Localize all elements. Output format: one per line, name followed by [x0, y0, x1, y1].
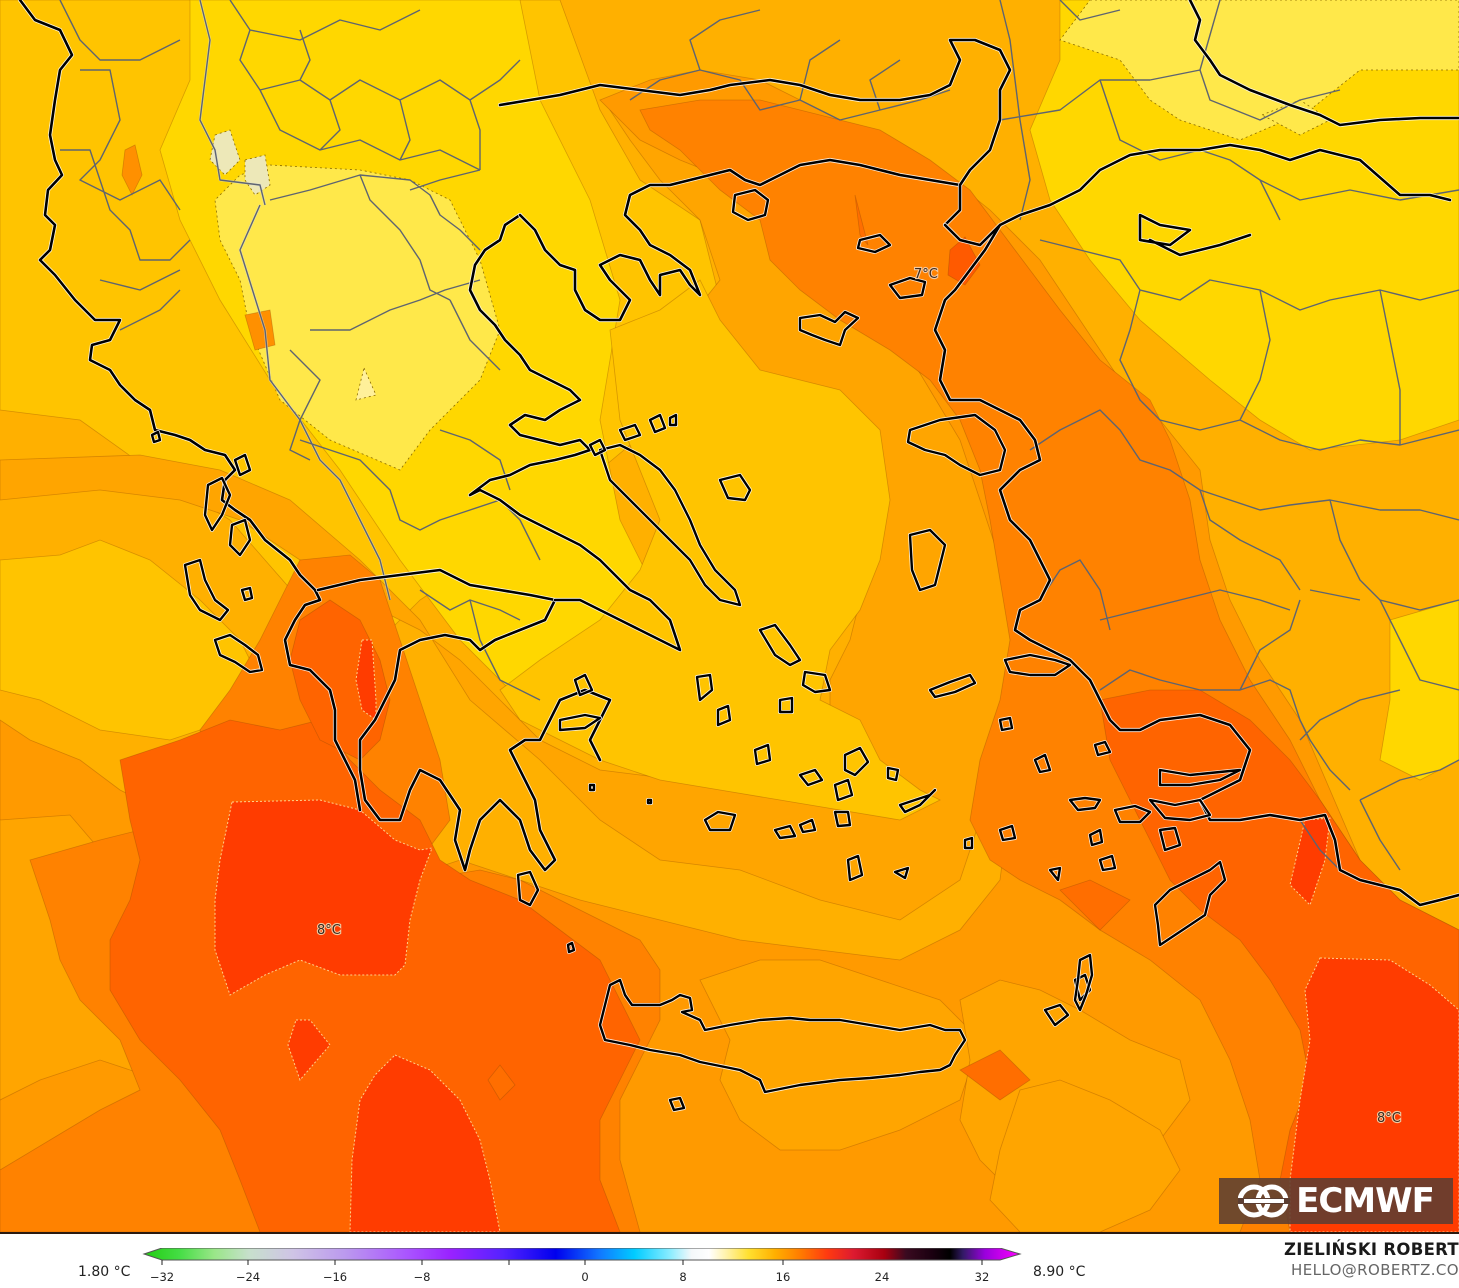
- ecmwf-logo: ECMWF: [1219, 1178, 1453, 1224]
- ecmwf-logo-icon: [1238, 1184, 1291, 1218]
- colorbar-max-value: 8.90 °C: [1033, 1264, 1086, 1280]
- author-contact: HELLO@ROBERTZ.CO: [1291, 1261, 1459, 1279]
- author-credit: ZIELIŃSKI ROBERT: [1284, 1240, 1459, 1259]
- colorbar-min-value: 1.80 °C: [78, 1264, 131, 1280]
- colorbar-tick: 16: [776, 1270, 791, 1284]
- colorbar-tick: −32: [150, 1270, 174, 1284]
- coastlines: [17, 0, 1459, 908]
- islands: [150, 188, 1242, 1112]
- colorbar-tick: 8: [679, 1270, 686, 1284]
- colorbar-tick: −16: [323, 1270, 347, 1284]
- map-footer: 1.80 °C: [0, 1232, 1459, 1287]
- temperature-map: 7°C 8°C 8°C ECMWF: [0, 0, 1459, 1232]
- colorbar-tick: −8: [414, 1270, 431, 1284]
- colorbar-tick: 32: [975, 1270, 990, 1284]
- colorbar-tick: 24: [875, 1270, 890, 1284]
- temperature-labels: 7°C 8°C 8°C: [316, 266, 1402, 1127]
- temp-label-ionian-sea: 8°C: [317, 923, 341, 938]
- colorbar-tick: −24: [236, 1270, 260, 1284]
- temperature-colorbar: −32 −24 −16 −8 0 8 16 24 32: [142, 1248, 1022, 1284]
- temp-label-north-aegean: 7°C: [914, 267, 938, 282]
- temperature-zones: [0, 0, 1459, 1232]
- temp-label-levantine-sea: 8°C: [1377, 1111, 1401, 1126]
- ecmwf-logo-text: ECMWF: [1296, 1181, 1435, 1221]
- colorbar-tick: 0: [581, 1270, 588, 1284]
- country-borders: [59, 0, 1459, 871]
